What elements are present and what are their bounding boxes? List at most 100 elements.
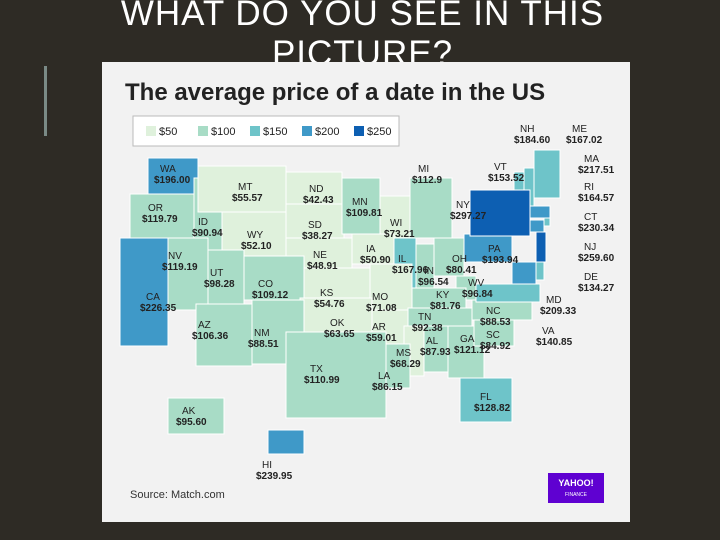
legend-label: $250 bbox=[367, 126, 391, 138]
state-price: $80.41 bbox=[446, 265, 477, 276]
state-price: $209.33 bbox=[540, 306, 577, 317]
source: Source: Match.com bbox=[130, 489, 225, 501]
state-price: $193.94 bbox=[482, 255, 519, 266]
legend-label: $100 bbox=[211, 126, 235, 138]
state-price: $98.28 bbox=[204, 279, 235, 290]
state-region bbox=[119, 237, 169, 347]
state-abbr: TX bbox=[310, 364, 323, 375]
state-region bbox=[303, 267, 371, 299]
state-region bbox=[147, 157, 199, 195]
state-abbr: WV bbox=[468, 278, 484, 289]
state-abbr: UT bbox=[210, 268, 223, 279]
state-abbr: FL bbox=[480, 392, 492, 403]
state-price: $109.12 bbox=[252, 290, 289, 301]
state-price: $96.54 bbox=[418, 277, 449, 288]
state-region bbox=[535, 261, 545, 281]
state-price: $119.79 bbox=[142, 214, 178, 225]
state-abbr: NC bbox=[486, 306, 500, 317]
state-abbr: MD bbox=[546, 295, 562, 306]
state-abbr: SC bbox=[486, 330, 500, 341]
state-abbr: MT bbox=[238, 182, 252, 193]
state-price: $259.60 bbox=[578, 253, 615, 264]
state-abbr: NH bbox=[520, 124, 534, 135]
state-region bbox=[221, 211, 287, 257]
state-region bbox=[197, 165, 287, 213]
state-region bbox=[433, 237, 465, 277]
state-price: $55.57 bbox=[232, 193, 263, 204]
state-region bbox=[469, 189, 531, 237]
legend-label: $150 bbox=[263, 126, 287, 138]
state-price: $92.38 bbox=[412, 323, 443, 334]
state-price: $110.99 bbox=[304, 375, 340, 386]
state-abbr: MA bbox=[584, 154, 599, 165]
logo-text: YAHOO! bbox=[558, 478, 593, 488]
state-price: $81.76 bbox=[430, 301, 461, 312]
state-price: $134.27 bbox=[578, 283, 615, 294]
state-region bbox=[369, 263, 413, 311]
state-price: $112.9 bbox=[412, 175, 442, 186]
map-title: The average price of a date in the US bbox=[125, 79, 545, 106]
state-region bbox=[285, 203, 345, 239]
logo bbox=[548, 473, 604, 503]
state-abbr: CA bbox=[146, 292, 160, 303]
state-price: $140.85 bbox=[536, 337, 573, 348]
state-price: $63.65 bbox=[324, 329, 355, 340]
state-abbr: NM bbox=[254, 328, 270, 339]
legend-swatch bbox=[302, 126, 312, 136]
state-region bbox=[475, 283, 541, 303]
state-abbr: NV bbox=[168, 251, 182, 262]
state-abbr: IA bbox=[366, 244, 376, 255]
state-region bbox=[299, 297, 373, 333]
state-abbr: MN bbox=[352, 197, 368, 208]
state-price: $73.21 bbox=[384, 229, 415, 240]
state-abbr: ME bbox=[572, 124, 587, 135]
state-price: $226.35 bbox=[140, 303, 177, 314]
state-price: $119.19 bbox=[162, 262, 198, 273]
state-region bbox=[285, 331, 387, 419]
state-abbr: ND bbox=[309, 184, 323, 195]
legend-swatch bbox=[146, 126, 156, 136]
state-price: $50.90 bbox=[360, 255, 391, 266]
state-price: $52.10 bbox=[241, 241, 272, 252]
state-price: $84.92 bbox=[480, 341, 511, 352]
state-abbr: CO bbox=[258, 279, 273, 290]
state-region bbox=[267, 429, 305, 455]
state-abbr: IN bbox=[424, 266, 434, 277]
state-price: $239.95 bbox=[256, 471, 293, 482]
state-price: $96.84 bbox=[462, 289, 493, 300]
state-price: $59.01 bbox=[366, 333, 397, 344]
state-abbr: PA bbox=[488, 244, 501, 255]
state-abbr: SD bbox=[308, 220, 322, 231]
state-abbr: HI bbox=[262, 460, 272, 471]
legend-label: $50 bbox=[159, 126, 177, 138]
state-price: $68.29 bbox=[390, 359, 421, 370]
state-abbr: DE bbox=[584, 272, 598, 283]
state-price: $217.51 bbox=[578, 165, 615, 176]
state-region bbox=[341, 177, 381, 235]
slide-title: WHAT DO YOU SEE IN THIS PICTURE? bbox=[120, 0, 605, 73]
state-abbr: KS bbox=[320, 288, 334, 299]
state-region bbox=[533, 149, 561, 199]
state-price: $164.57 bbox=[578, 193, 615, 204]
state-price: $106.36 bbox=[192, 331, 229, 342]
state-abbr: VT bbox=[494, 162, 507, 173]
state-price: $184.60 bbox=[514, 135, 551, 146]
state-price: $54.76 bbox=[314, 299, 345, 310]
state-abbr: MS bbox=[396, 348, 411, 359]
state-abbr: RI bbox=[584, 182, 594, 193]
state-abbr: WY bbox=[247, 230, 263, 241]
state-abbr: OK bbox=[330, 318, 345, 329]
state-abbr: TN bbox=[418, 312, 431, 323]
state-price: $121.12 bbox=[454, 345, 491, 356]
state-abbr: GA bbox=[460, 334, 475, 345]
state-price: $87.93 bbox=[420, 347, 451, 358]
state-abbr: MO bbox=[372, 292, 388, 303]
state-region bbox=[409, 177, 453, 239]
state-price: $95.60 bbox=[176, 417, 207, 428]
state-abbr: MI bbox=[418, 164, 429, 175]
state-abbr: AK bbox=[182, 406, 196, 417]
state-abbr: NJ bbox=[584, 242, 596, 253]
state-region bbox=[473, 319, 515, 347]
